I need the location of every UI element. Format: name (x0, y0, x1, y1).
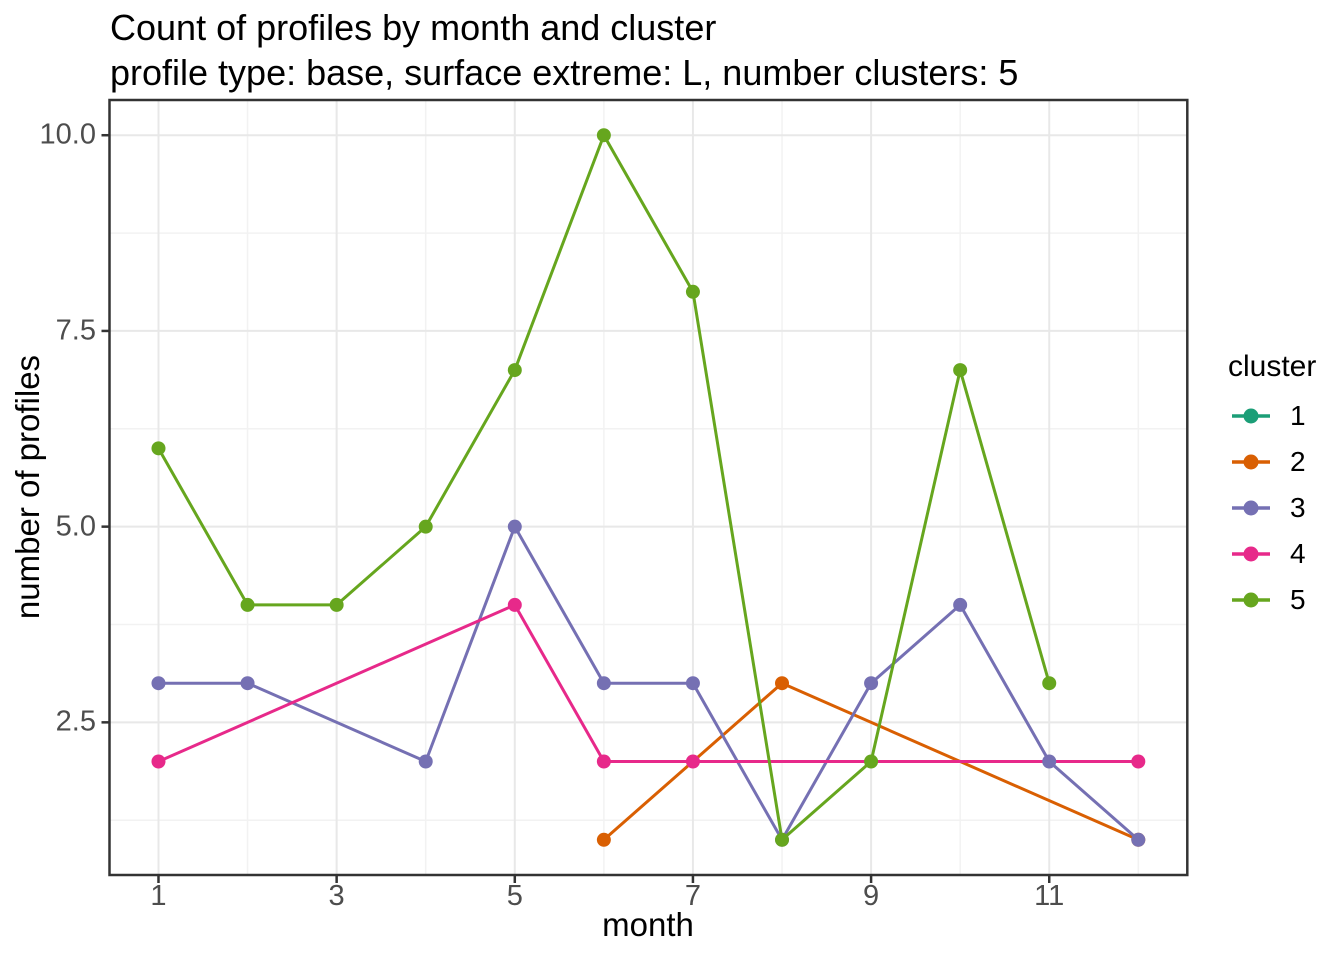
x-axis-title: month (602, 906, 694, 943)
data-point-cluster-2 (775, 676, 790, 691)
legend-item-label: 1 (1290, 400, 1306, 431)
chart-subtitle: profile type: base, surface extreme: L, … (110, 52, 1019, 93)
x-tick-label: 3 (328, 880, 345, 912)
legend-item-label: 5 (1290, 584, 1306, 615)
data-point-cluster-4 (1131, 754, 1146, 769)
legend-item-label: 3 (1290, 492, 1306, 523)
data-point-cluster-5 (329, 597, 344, 612)
y-tick-label: 7.5 (55, 314, 96, 347)
data-point-cluster-3 (240, 676, 255, 691)
data-point-cluster-2 (596, 832, 611, 847)
data-point-cluster-3 (151, 676, 166, 691)
data-point-cluster-5 (1042, 676, 1057, 691)
x-tick-label: 7 (684, 880, 701, 912)
legend-key-icon (1232, 546, 1270, 562)
panel-border (108, 98, 1189, 877)
legend-item-label: 4 (1290, 538, 1306, 569)
legend-item-cluster-3: 3 (1228, 485, 1316, 531)
x-tick-label: 11 (1034, 880, 1065, 912)
legend-title: cluster (1228, 350, 1317, 383)
legend-item-cluster-1: 1 (1228, 393, 1316, 439)
legend-item-cluster-4: 4 (1228, 531, 1316, 577)
data-point-cluster-3 (1131, 832, 1146, 847)
data-point-cluster-5 (953, 363, 968, 378)
data-point-cluster-4 (151, 754, 166, 769)
legend-items: 1 2 3 4 5 (1228, 393, 1316, 623)
data-point-cluster-5 (596, 128, 611, 143)
y-axis-title: number of profiles (9, 354, 46, 620)
y-tick-label: 10.0 (39, 118, 96, 151)
y-tick-label: 2.5 (55, 705, 96, 738)
legend-key-icon (1232, 408, 1270, 424)
legend-key-icon (1232, 500, 1270, 516)
data-point-cluster-5 (507, 363, 522, 378)
data-point-cluster-3 (864, 676, 879, 691)
data-point-cluster-5 (151, 441, 166, 456)
data-point-cluster-5 (864, 754, 879, 769)
data-point-cluster-3 (418, 754, 433, 769)
data-point-cluster-3 (685, 676, 700, 691)
legend-key-icon (1232, 592, 1270, 608)
legend: cluster 1 2 3 4 5 (1228, 352, 1316, 623)
data-point-cluster-3 (953, 597, 968, 612)
legend-item-cluster-5: 5 (1228, 577, 1316, 623)
data-point-cluster-4 (507, 597, 522, 612)
data-point-cluster-5 (775, 832, 790, 847)
x-tick-label: 9 (863, 880, 880, 912)
legend-key-icon (1232, 454, 1270, 470)
x-tick-label: 5 (506, 880, 523, 912)
data-point-cluster-5 (240, 597, 255, 612)
chart-title: Count of profiles by month and cluster (110, 7, 717, 48)
data-point-cluster-3 (507, 519, 522, 534)
legend-item-cluster-2: 2 (1228, 439, 1316, 485)
data-point-cluster-3 (1042, 754, 1057, 769)
data-point-cluster-4 (596, 754, 611, 769)
data-point-cluster-4 (685, 754, 700, 769)
y-tick-label: 5.0 (55, 510, 96, 543)
legend-item-label: 2 (1290, 446, 1306, 477)
x-tick-label: 1 (150, 880, 167, 912)
data-point-cluster-3 (596, 676, 611, 691)
data-point-cluster-5 (418, 519, 433, 534)
plot-panel (109, 100, 1188, 875)
data-point-cluster-5 (685, 284, 700, 299)
